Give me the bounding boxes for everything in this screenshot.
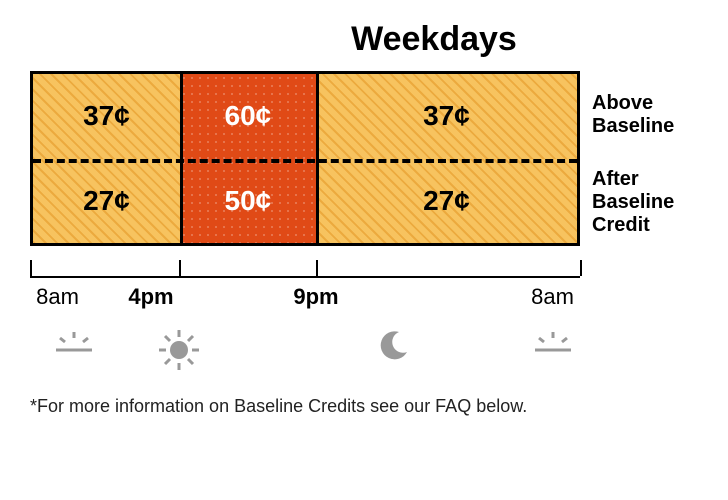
time-label: 8am	[531, 284, 574, 310]
label-text: Baseline	[592, 191, 674, 214]
sunrise-icon	[54, 328, 94, 365]
rate-cell: 37¢	[316, 74, 577, 159]
rate-grid: 37¢60¢37¢ 27¢50¢27¢	[30, 71, 580, 246]
footnote: *For more information on Baseline Credit…	[30, 396, 698, 417]
label-after-credit: After Baseline Credit	[592, 159, 674, 247]
chart-title: Weekdays	[170, 20, 698, 59]
row-divider	[33, 159, 577, 163]
time-axis	[30, 258, 580, 278]
time-icons	[30, 328, 580, 378]
axis-tick	[580, 260, 582, 276]
rate-cell: 60¢	[180, 74, 316, 159]
time-label: 9pm	[293, 284, 338, 310]
label-text: Baseline	[592, 115, 674, 138]
time-label: 4pm	[128, 284, 173, 310]
row-above-baseline: 37¢60¢37¢	[33, 74, 577, 159]
label-above-baseline: Above Baseline	[592, 71, 674, 159]
rate-cell: 50¢	[180, 159, 316, 244]
rate-cell: 27¢	[33, 159, 180, 244]
side-labels: Above Baseline After Baseline Credit	[580, 71, 674, 246]
row-after-credit: 27¢50¢27¢	[33, 159, 577, 244]
time-labels: 8am 4pm 9pm 8am	[30, 284, 580, 314]
sunrise-icon	[533, 328, 573, 365]
chart-wrapper: 37¢60¢37¢ 27¢50¢27¢ Above Baseline After…	[30, 71, 698, 246]
time-label: 8am	[36, 284, 79, 310]
sun-icon	[157, 328, 201, 377]
axis-tick	[30, 260, 32, 276]
axis-tick	[316, 260, 318, 276]
moon-icon	[375, 328, 411, 369]
label-text: After	[592, 168, 674, 191]
rate-cell: 37¢	[33, 74, 180, 159]
rate-cell: 27¢	[316, 159, 577, 244]
axis-tick	[179, 260, 181, 276]
label-text: Credit	[592, 214, 674, 237]
label-text: Above	[592, 92, 674, 115]
